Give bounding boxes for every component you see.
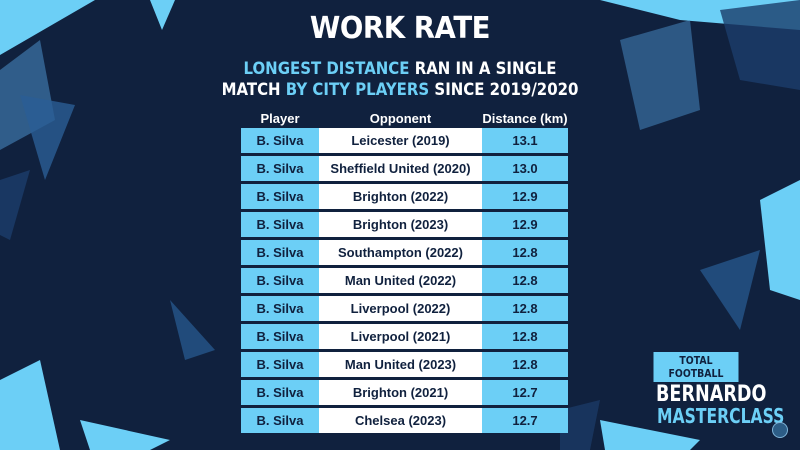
distance-table: Player Opponent Distance (km) B. Silva Le… (241, 110, 568, 433)
subtitle-text: RAN IN A SINGLE (409, 59, 557, 79)
table-header: Player Opponent Distance (km) (241, 110, 568, 128)
header-distance: Distance (km) (482, 111, 568, 126)
cell-distance: 12.8 (482, 240, 568, 265)
cell-distance: 12.9 (482, 212, 568, 237)
cell-opponent: Chelsea (2023) (319, 408, 482, 433)
table-row: B. Silva Brighton (2021) 12.7 (241, 380, 568, 405)
brand-tag: TOTAL FOOTBALL (653, 352, 739, 382)
cell-opponent: Leicester (2019) (319, 128, 482, 153)
table-row: B. Silva Leicester (2019) 13.1 (241, 128, 568, 153)
subtitle-line-2: MATCH BY CITY PLAYERS SINCE 2019/2020 (48, 80, 752, 100)
header-player: Player (260, 111, 300, 126)
table-row: B. Silva Sheffield United (2020) 13.0 (241, 156, 568, 181)
cell-player: B. Silva (241, 184, 319, 209)
cell-distance: 12.8 (482, 268, 568, 293)
cell-distance: 12.7 (482, 380, 568, 405)
club-crest-icon (772, 422, 788, 438)
cell-opponent: Southampton (2022) (319, 240, 482, 265)
cell-player: B. Silva (241, 324, 319, 349)
cell-distance: 12.8 (482, 296, 568, 321)
cell-distance: 13.0 (482, 156, 568, 181)
cell-opponent: Brighton (2021) (319, 380, 482, 405)
cell-player: B. Silva (241, 352, 319, 377)
subtitle-line-1: LONGEST DISTANCE RAN IN A SINGLE (48, 59, 752, 79)
cell-player: B. Silva (241, 212, 319, 237)
page-title: WORK RATE (309, 11, 491, 46)
cell-player: B. Silva (241, 408, 319, 433)
cell-player: B. Silva (241, 296, 319, 321)
brand-name: BERNARDO (656, 382, 767, 407)
cell-opponent: Man United (2022) (319, 268, 482, 293)
subtitle-highlight: BY CITY PLAYERS (285, 80, 430, 100)
table-row: B. Silva Chelsea (2023) 12.7 (241, 408, 568, 433)
cell-player: B. Silva (241, 156, 319, 181)
cell-player: B. Silva (241, 128, 319, 153)
cell-opponent: Brighton (2023) (319, 212, 482, 237)
brand-subtitle: MASTERCLASS (657, 404, 785, 428)
cell-player: B. Silva (241, 380, 319, 405)
cell-opponent: Sheffield United (2020) (319, 156, 482, 181)
subtitle-highlight: LONGEST DISTANCE (243, 59, 410, 79)
table-row: B. Silva Liverpool (2022) 12.8 (241, 296, 568, 321)
cell-distance: 13.1 (482, 128, 568, 153)
table-row: B. Silva Man United (2022) 12.8 (241, 268, 568, 293)
cell-distance: 12.8 (482, 352, 568, 377)
subtitle-text: MATCH (221, 80, 286, 100)
subtitle-text: SINCE 2019/2020 (429, 80, 579, 100)
table-row: B. Silva Southampton (2022) 12.8 (241, 240, 568, 265)
cell-distance: 12.7 (482, 408, 568, 433)
cell-player: B. Silva (241, 268, 319, 293)
cell-distance: 12.9 (482, 184, 568, 209)
header-opponent: Opponent (369, 111, 432, 126)
table-row: B. Silva Brighton (2022) 12.9 (241, 184, 568, 209)
cell-distance: 12.8 (482, 324, 568, 349)
cell-player: B. Silva (241, 240, 319, 265)
cell-opponent: Brighton (2022) (319, 184, 482, 209)
brand-logo: TOTAL FOOTBALL BERNARDO MASTERCLASS (646, 352, 785, 428)
cell-opponent: Liverpool (2021) (319, 324, 482, 349)
table-row: B. Silva Man United (2023) 12.8 (241, 352, 568, 377)
table-row: B. Silva Brighton (2023) 12.9 (241, 212, 568, 237)
cell-opponent: Man United (2023) (319, 352, 482, 377)
table-row: B. Silva Liverpool (2021) 12.8 (241, 324, 568, 349)
cell-opponent: Liverpool (2022) (319, 296, 482, 321)
table-body: B. Silva Leicester (2019) 13.1 B. Silva Shef… (241, 128, 568, 433)
